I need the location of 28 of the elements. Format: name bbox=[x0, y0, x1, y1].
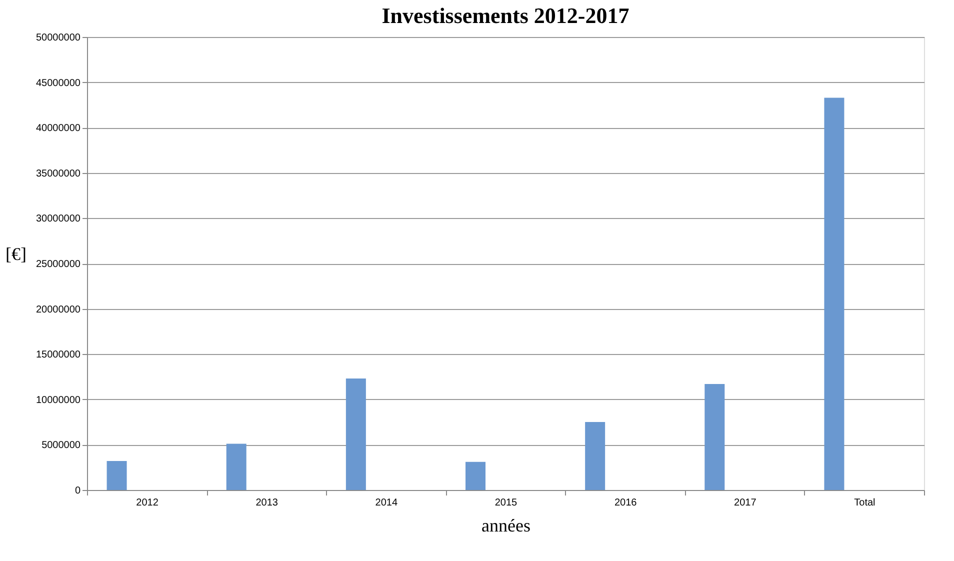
x-tick-label: 2017 bbox=[734, 498, 757, 508]
y-tick-label: 45000000 bbox=[36, 78, 81, 89]
chart-title: Investissements 2012-2017 bbox=[382, 3, 630, 28]
y-axis-title: [€] bbox=[6, 244, 27, 264]
x-tick-label: 2014 bbox=[375, 498, 398, 508]
y-tick-label: 35000000 bbox=[36, 168, 81, 180]
y-tick-label: 5000000 bbox=[42, 440, 81, 452]
y-tick-label: 0 bbox=[74, 486, 81, 496]
y-tick-label: 25000000 bbox=[36, 259, 81, 270]
x-axis-title: années bbox=[482, 516, 530, 536]
y-tick-label: 40000000 bbox=[36, 123, 81, 134]
y-tick-label: 15000000 bbox=[36, 350, 81, 361]
y-tick-label: 50000000 bbox=[36, 32, 81, 44]
bar bbox=[824, 98, 844, 490]
bar bbox=[226, 444, 246, 490]
bar bbox=[585, 422, 606, 490]
x-tick-label: 2016 bbox=[614, 498, 638, 508]
bar bbox=[466, 462, 486, 490]
y-tick-label: 10000000 bbox=[36, 394, 81, 406]
x-tick-label: Total bbox=[854, 498, 876, 508]
x-tick-label: 2015 bbox=[494, 498, 518, 508]
y-tick-label: 20000000 bbox=[36, 304, 81, 316]
bar bbox=[106, 461, 127, 490]
x-tick-label: 2012 bbox=[136, 498, 159, 508]
bar bbox=[704, 384, 725, 490]
y-tick-label: 30000000 bbox=[36, 214, 81, 225]
x-tick-label: 2013 bbox=[256, 498, 278, 508]
bar bbox=[346, 378, 366, 490]
